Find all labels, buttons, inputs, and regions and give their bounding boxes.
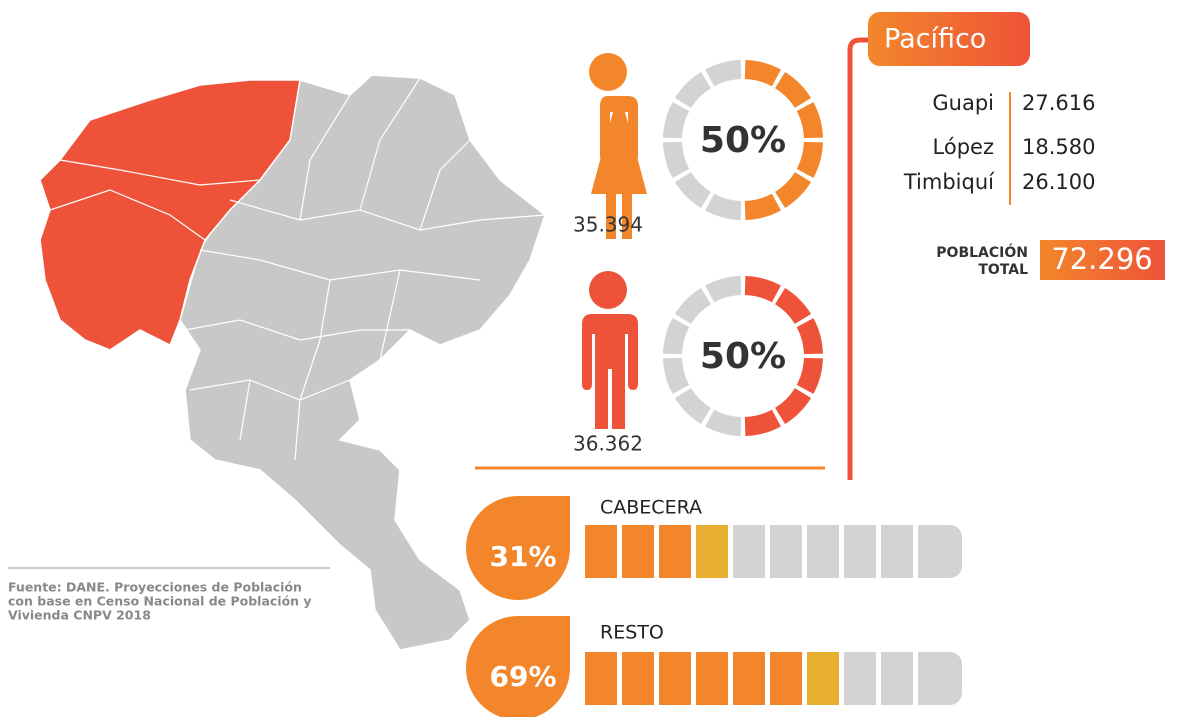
donut-segment	[796, 102, 823, 139]
donut-segment	[674, 71, 711, 108]
donut-segment	[705, 193, 742, 220]
map-region	[179, 74, 546, 651]
bar-segment	[696, 652, 728, 705]
female-count: 35.394	[573, 213, 643, 237]
bar-segment	[770, 525, 802, 578]
connector	[847, 37, 870, 480]
donut-segment	[796, 318, 823, 355]
donut-label: 50%	[700, 336, 786, 377]
bar-segment	[770, 652, 802, 705]
municipality-name: López	[933, 135, 994, 159]
region-title: Pacífico	[884, 24, 986, 55]
total-box	[1040, 240, 1165, 280]
percent-bubble	[466, 496, 570, 600]
total-label: POBLACIÓN	[936, 243, 1028, 261]
area-name: CABECERA	[600, 497, 702, 519]
bar-segment	[622, 525, 654, 578]
municipality-population: 27.616	[1022, 91, 1095, 115]
total-label: TOTAL	[978, 262, 1028, 278]
municipality-population: 26.100	[1022, 170, 1095, 194]
bar-segment	[807, 652, 839, 705]
bar-segment	[844, 525, 876, 578]
bar-segment	[696, 525, 728, 578]
donut-segment	[705, 60, 742, 87]
bar-segment	[733, 652, 765, 705]
female-icon	[588, 53, 647, 239]
bar-segment	[622, 652, 654, 705]
donut-label: 50%	[700, 120, 786, 161]
map	[39, 74, 546, 651]
bar-segment	[807, 525, 839, 578]
source-text: Fuente: DANE. Proyecciones de Población	[8, 580, 302, 595]
donut-segment	[744, 409, 781, 436]
total-value: 72.296	[1051, 242, 1152, 276]
source-text: con base en Censo Nacional de Población …	[8, 594, 312, 609]
donut-segment	[663, 357, 690, 394]
donut-segment	[775, 287, 812, 324]
donut-segment	[796, 357, 823, 394]
donut-segment	[663, 102, 690, 139]
donut-segment	[775, 71, 812, 108]
male-count: 36.362	[573, 432, 643, 456]
percent-label: 69%	[489, 660, 556, 693]
municipality-population: 18.580	[1022, 135, 1095, 159]
donut-segment	[674, 287, 711, 324]
donut-segment	[775, 388, 812, 425]
bar-segment	[918, 652, 962, 705]
source-text: Vivienda CNPV 2018	[8, 608, 151, 623]
bar-segment	[659, 525, 691, 578]
donut-segment	[796, 141, 823, 178]
map-borders	[49, 77, 546, 461]
donut-segment	[775, 172, 812, 209]
region-title-box	[868, 12, 1030, 66]
bar-segment	[844, 652, 876, 705]
donut-segment	[663, 141, 690, 178]
bar-segment	[659, 652, 691, 705]
bar-segment	[585, 652, 617, 705]
male-icon	[582, 271, 638, 429]
donut-segment	[744, 60, 781, 87]
donut-segment	[744, 193, 781, 220]
donut-segment	[744, 276, 781, 303]
percent-label: 31%	[489, 540, 556, 573]
bar-segment	[918, 525, 962, 578]
donut-segment	[674, 172, 711, 209]
donut-segment	[674, 388, 711, 425]
area-name: RESTO	[600, 622, 664, 644]
bar-segment	[733, 525, 765, 578]
bar-segment	[881, 525, 913, 578]
percent-bubble	[466, 616, 570, 717]
municipality-name: Timbiquí	[903, 170, 995, 194]
bar-segment	[585, 525, 617, 578]
donut-segment	[705, 409, 742, 436]
donut-segment	[705, 276, 742, 303]
bar-segment	[881, 652, 913, 705]
municipality-name: Guapi	[932, 91, 994, 115]
donut-segment	[663, 318, 690, 355]
